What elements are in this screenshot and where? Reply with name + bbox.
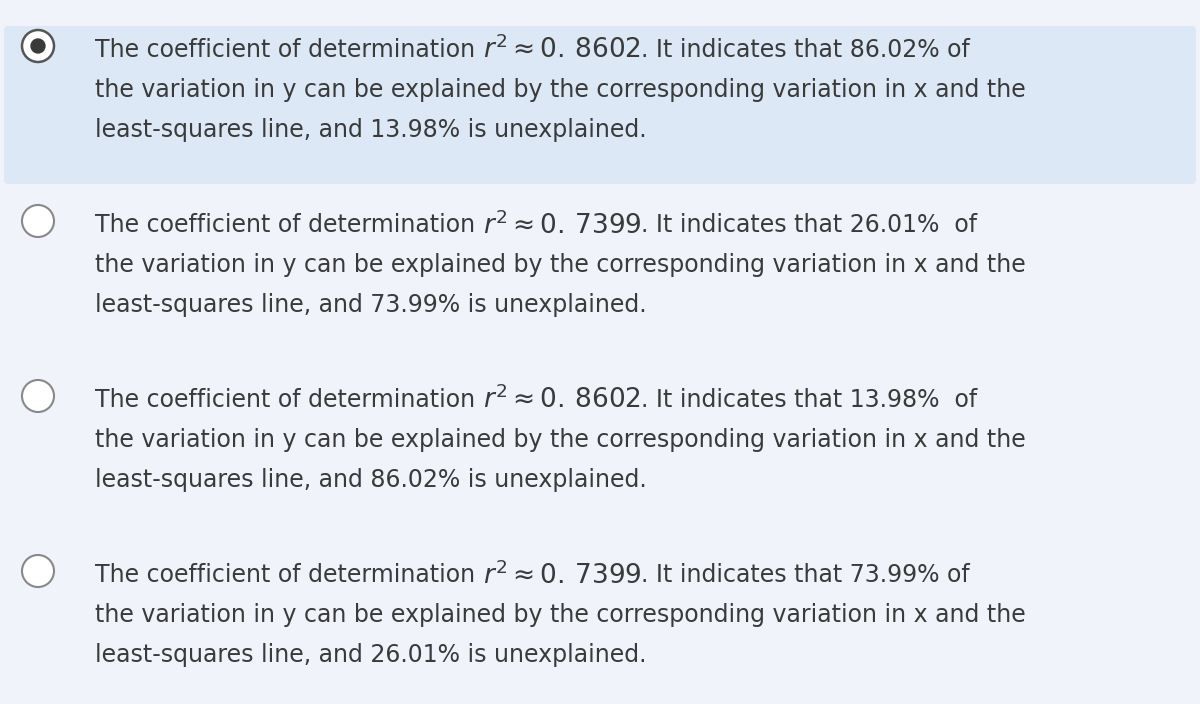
Text: $r^2 \approx 0.\,8602$: $r^2 \approx 0.\,8602$ <box>482 386 641 415</box>
Text: least-squares line, and 13.98% is unexplained.: least-squares line, and 13.98% is unexpl… <box>95 118 647 142</box>
Text: the variation in y can be explained by the corresponding variation in x and the: the variation in y can be explained by t… <box>95 78 1026 102</box>
Text: least-squares line, and 73.99% is unexplained.: least-squares line, and 73.99% is unexpl… <box>95 293 647 317</box>
Text: The coefficient of determination: The coefficient of determination <box>95 38 482 62</box>
Text: . It indicates that 86.02% of: . It indicates that 86.02% of <box>641 38 970 62</box>
Text: the variation in y can be explained by the corresponding variation in x and the: the variation in y can be explained by t… <box>95 603 1026 627</box>
Circle shape <box>30 38 46 54</box>
FancyBboxPatch shape <box>4 26 1196 184</box>
Text: . It indicates that 73.99% of: . It indicates that 73.99% of <box>641 563 970 587</box>
Text: least-squares line, and 26.01% is unexplained.: least-squares line, and 26.01% is unexpl… <box>95 643 647 667</box>
Text: the variation in y can be explained by the corresponding variation in x and the: the variation in y can be explained by t… <box>95 428 1026 452</box>
Text: $r^2 \approx 0.\,8602$: $r^2 \approx 0.\,8602$ <box>482 36 641 65</box>
Text: $r^2 \approx 0.\,7399$: $r^2 \approx 0.\,7399$ <box>482 561 641 589</box>
Text: The coefficient of determination: The coefficient of determination <box>95 563 482 587</box>
Circle shape <box>22 380 54 412</box>
Text: least-squares line, and 86.02% is unexplained.: least-squares line, and 86.02% is unexpl… <box>95 468 647 492</box>
Circle shape <box>22 30 54 62</box>
Text: . It indicates that 26.01%  of: . It indicates that 26.01% of <box>641 213 978 237</box>
Text: The coefficient of determination: The coefficient of determination <box>95 388 482 412</box>
Text: . It indicates that 13.98%  of: . It indicates that 13.98% of <box>641 388 977 412</box>
Text: $r^2 \approx 0.\,7399$: $r^2 \approx 0.\,7399$ <box>482 211 641 239</box>
Text: the variation in y can be explained by the corresponding variation in x and the: the variation in y can be explained by t… <box>95 253 1026 277</box>
Circle shape <box>22 555 54 587</box>
Circle shape <box>22 205 54 237</box>
Text: The coefficient of determination: The coefficient of determination <box>95 213 482 237</box>
